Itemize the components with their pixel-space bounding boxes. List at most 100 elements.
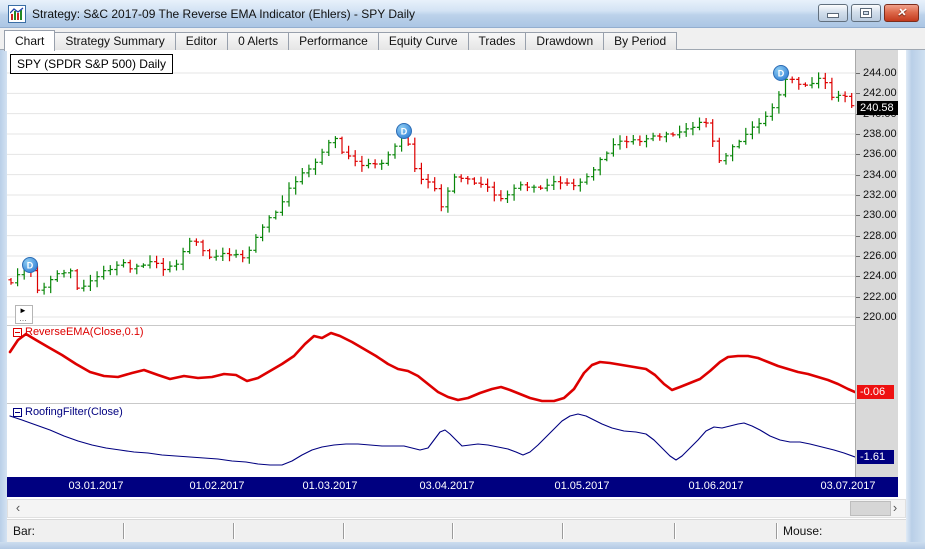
close-button[interactable]: ✕ (884, 4, 919, 22)
indicator-label-reverse-ema[interactable]: ReverseEMA(Close,0.1) (13, 326, 144, 338)
ohlc-bar (207, 248, 213, 260)
ohlc-bar (120, 259, 127, 268)
dividend-marker[interactable]: D (396, 123, 412, 139)
ohlc-bar (835, 90, 842, 102)
indicator-label-roofing-filter[interactable]: RoofingFilter(Close) (13, 406, 123, 418)
ohlc-bar (571, 178, 577, 191)
ohlc-bar (134, 263, 140, 275)
tab-by-period[interactable]: By Period (603, 32, 678, 50)
price-tick-label: 236.00 (863, 148, 897, 161)
scroll-left-arrow[interactable]: ‹ (15, 500, 21, 515)
ohlc-bar (617, 135, 623, 150)
ohlc-bar (418, 162, 424, 185)
tab-drawdown[interactable]: Drawdown (525, 32, 605, 50)
price-tick-mark (856, 276, 860, 278)
dividend-marker-letter: D (27, 261, 34, 271)
window-border-bottom (0, 542, 925, 549)
ohlc-bar (154, 255, 160, 269)
price-tick-mark (856, 256, 860, 257)
dividend-marker[interactable]: D (22, 257, 38, 273)
ohlc-bar (379, 159, 385, 170)
status-bar-label: Bar: (13, 524, 36, 538)
tab-strategy-summary[interactable]: Strategy Summary (54, 32, 176, 50)
ohlc-bar (524, 182, 530, 192)
ohlc-bar (68, 268, 74, 279)
title-bar[interactable]: Strategy: S&C 2017-09 The Reverse EMA In… (0, 0, 925, 28)
horizontal-scrollbar[interactable]: ‹ › (7, 499, 906, 518)
play-icon: ► (19, 306, 27, 315)
ohlc-bar (372, 159, 378, 169)
dividend-marker[interactable]: D (773, 65, 789, 81)
tab-trades[interactable]: Trades (467, 32, 527, 50)
ohlc-bar (703, 118, 709, 128)
scroll-right-arrow[interactable]: › (892, 500, 898, 515)
ohlc-bar (147, 255, 153, 269)
ohlc-bar (213, 249, 219, 261)
status-separator (233, 523, 234, 539)
price-tick-label: 228.00 (863, 229, 897, 242)
status-separator (674, 523, 675, 539)
pane-expander-button[interactable]: ► … (15, 305, 33, 324)
tab-editor[interactable]: Editor (174, 32, 229, 50)
ohlc-bar (723, 153, 729, 165)
ohlc-bar (266, 215, 272, 233)
status-separator (776, 523, 777, 539)
price-tick-mark (856, 73, 860, 74)
tab-0-alerts[interactable]: 0 Alerts (227, 32, 290, 50)
tab-chart[interactable]: Chart (4, 30, 56, 51)
scrollbar-thumb[interactable] (850, 501, 891, 516)
ohlc-bar (769, 103, 775, 121)
price-tick-label: 232.00 (863, 189, 897, 201)
ohlc-bar (518, 181, 524, 191)
ohlc-bar (690, 122, 696, 136)
dividend-marker-letter: D (401, 127, 408, 137)
ohlc-bar (41, 282, 47, 295)
price-chart-canvas[interactable]: D D D (7, 50, 855, 477)
ohlc-bar (458, 174, 464, 183)
ohlc-bar (610, 138, 616, 157)
tab-equity-curve[interactable]: Equity Curve (377, 32, 469, 50)
ohlc-bar (220, 247, 226, 261)
maximize-button[interactable] (851, 4, 881, 22)
indicator-name: RoofingFilter(Close) (25, 406, 123, 418)
ohlc-bar (15, 268, 21, 287)
ohlc-bar (160, 258, 166, 276)
tab-performance[interactable]: Performance (288, 32, 379, 50)
collapse-icon[interactable] (13, 327, 22, 337)
price-tick-label: 222.00 (863, 290, 897, 303)
ohlc-bar (107, 265, 113, 276)
ohlc-bar (491, 181, 497, 202)
ohlc-bar (359, 155, 365, 172)
date-axis[interactable]: 03.01.2017 01.02.2017 01.03.2017 03.04.2017… (7, 477, 898, 497)
ohlc-bar (48, 275, 54, 294)
ohlc-bar (180, 247, 186, 271)
ohlc-bar (279, 195, 285, 216)
ohlc-bar (591, 167, 597, 181)
chart-workspace: D D D SPY (SPDR S&P 500) Daily ► … Reverse… (0, 50, 925, 549)
ohlc-bar (438, 184, 444, 212)
ohlc-bar (352, 150, 358, 167)
roofing-filter-value-badge: -1.61 (857, 450, 894, 464)
ohlc-bar (796, 77, 802, 90)
ohlc-bar (200, 239, 206, 257)
price-axis[interactable]: 240.58 -0.06 -1.61 244.00242.00240.00238… (855, 50, 898, 477)
minimize-button[interactable] (818, 4, 848, 22)
ohlc-bar (81, 279, 87, 292)
price-tick-mark (856, 296, 860, 298)
collapse-icon[interactable] (13, 407, 22, 417)
ohlc-bar (140, 263, 146, 268)
maximize-icon (861, 9, 871, 17)
price-tick-label: 238.00 (863, 128, 897, 140)
ohlc-bar (54, 270, 60, 282)
price-tick-label: 242.00 (863, 87, 897, 100)
ohlc-bar (339, 136, 345, 154)
ohlc-bar (312, 158, 319, 175)
status-bar: Bar: Mouse: (7, 519, 906, 542)
ohlc-bar (584, 173, 590, 185)
ohlc-bar (127, 259, 133, 273)
ohlc-bar (551, 175, 557, 190)
ohlc-bar (286, 182, 292, 207)
price-tick-mark (856, 215, 860, 217)
ohlc-bar (94, 271, 100, 288)
